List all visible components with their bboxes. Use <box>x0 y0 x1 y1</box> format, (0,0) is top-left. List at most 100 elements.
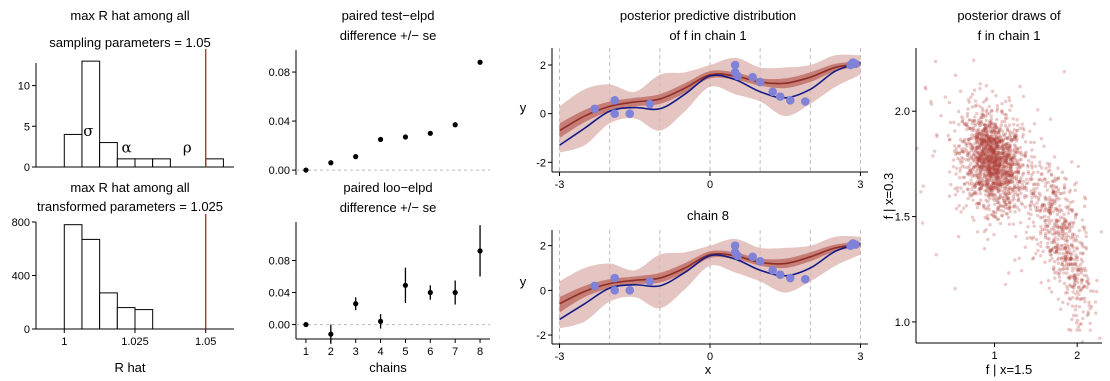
posterior-draw-point <box>986 150 991 154</box>
posterior-draw-point <box>983 193 988 197</box>
posterior-draw-point <box>968 193 972 198</box>
posterior-draw-point <box>978 173 983 177</box>
posterior-draw-point <box>1056 261 1061 266</box>
posterior-draw-point <box>1007 179 1011 183</box>
posterior-draw-point <box>1013 210 1017 214</box>
posterior-draw-point <box>994 164 998 168</box>
posterior-draw-point <box>984 140 988 144</box>
posterior-draw-point <box>967 126 972 131</box>
posterior-draw-point <box>979 137 983 141</box>
posterior-draw-point <box>989 171 994 175</box>
posterior-draw-point <box>989 146 993 150</box>
posterior-draw-point <box>1074 237 1078 241</box>
posterior-draw-point <box>1005 128 1010 132</box>
posterior-draw-point <box>985 175 989 179</box>
posterior-draw-point <box>1082 204 1087 209</box>
posterior-draw-point <box>994 177 998 182</box>
posterior-draw-point <box>966 172 970 176</box>
posterior-draw-point <box>981 203 986 208</box>
posterior-draw-point <box>1008 180 1012 185</box>
posterior-draw-point <box>1002 164 1006 169</box>
posterior-draw-point <box>981 158 986 163</box>
posterior-draw-point <box>981 113 985 117</box>
posterior-draw-point <box>1032 155 1037 159</box>
posterior-draw-point <box>986 159 990 163</box>
posterior-draw-point <box>991 164 995 169</box>
posterior-draw-point <box>1054 198 1058 202</box>
posterior-draw-point <box>1013 136 1017 141</box>
posterior-draw-point <box>996 165 1000 170</box>
posterior-draw-point <box>995 168 1000 173</box>
posterior-draw-point <box>993 159 997 164</box>
posterior-draw-point <box>1015 166 1019 170</box>
posterior-draw-point <box>1062 267 1066 271</box>
posterior-draw-point <box>975 159 980 163</box>
posterior-draw-point <box>973 141 977 146</box>
posterior-draw-point <box>1047 209 1051 213</box>
posterior-draw-point <box>995 167 999 172</box>
posterior-draw-point <box>1014 160 1018 165</box>
posterior-draw-point <box>932 149 937 153</box>
posterior-draw-point <box>973 115 977 119</box>
posterior-draw-point <box>988 154 992 158</box>
posterior-draw-point <box>989 146 993 151</box>
posterior-draw-point <box>999 135 1003 139</box>
posterior-draw-point <box>994 171 999 176</box>
posterior-draw-point <box>979 151 983 155</box>
posterior-draw-point <box>986 199 990 204</box>
posterior-draw-point <box>990 185 995 189</box>
posterior-draw-point <box>997 162 1002 166</box>
posterior-draw-point <box>1065 198 1070 203</box>
posterior-draw-point <box>1067 190 1072 194</box>
posterior-draw-point <box>994 142 999 146</box>
posterior-draw-point <box>1002 149 1007 153</box>
posterior-draw-point <box>982 123 987 127</box>
posterior-draw-point <box>1010 174 1014 178</box>
posterior-draw-point <box>992 128 997 133</box>
posterior-draw-point <box>1076 280 1080 284</box>
posterior-draw-point <box>1010 172 1015 176</box>
posterior-draw-point <box>1049 240 1054 245</box>
ppd-chain8-y-label: y <box>520 274 527 289</box>
posterior-draw-point <box>1079 281 1084 285</box>
posterior-draw-point <box>961 157 965 161</box>
posterior-draw-point <box>1067 230 1072 234</box>
posterior-draw-point <box>1061 236 1065 241</box>
posterior-draw-point <box>1028 129 1032 133</box>
posterior-draw-point <box>1079 278 1084 282</box>
posterior-draw-point <box>1064 231 1068 236</box>
posterior-draw-point <box>982 134 987 138</box>
posterior-draw-point <box>1023 152 1027 156</box>
posterior-draw-point <box>983 153 987 157</box>
posterior-draw-point <box>1001 176 1005 181</box>
posterior-draw-point <box>997 188 1001 193</box>
posterior-draw-point <box>993 185 997 189</box>
posterior-draw-point <box>986 181 990 186</box>
posterior-draw-point <box>980 149 985 154</box>
posterior-draw-point <box>1020 202 1025 207</box>
posterior-draw-point <box>1071 232 1075 236</box>
posterior-draw-point <box>1008 129 1012 134</box>
posterior-draw-point <box>987 111 992 115</box>
observed-point <box>785 95 795 105</box>
posterior-draw-point <box>1067 223 1072 227</box>
posterior-draw-point <box>991 186 995 190</box>
posterior-draw-point <box>977 123 982 128</box>
posterior-draw-point <box>974 145 979 149</box>
posterior-draw-point <box>1006 215 1011 220</box>
posterior-draw-point <box>981 129 986 133</box>
posterior-draw-point <box>1005 170 1009 175</box>
posterior-draw-point <box>1000 174 1005 178</box>
rhat-sampling-title-2: sampling parameters = 1.05 <box>49 35 211 50</box>
posterior-draw-point <box>975 146 979 150</box>
posterior-draw-point <box>988 157 993 162</box>
posterior-draw-point <box>1034 237 1039 242</box>
posterior-draw-point <box>989 189 994 193</box>
posterior-draw-point <box>1048 259 1052 263</box>
posterior-draw-point <box>1006 195 1011 200</box>
posterior-draw-point <box>1064 256 1068 260</box>
posterior-draw-point <box>1058 225 1062 229</box>
posterior-draw-point <box>1002 188 1006 193</box>
posterior-draw-point <box>994 144 998 149</box>
